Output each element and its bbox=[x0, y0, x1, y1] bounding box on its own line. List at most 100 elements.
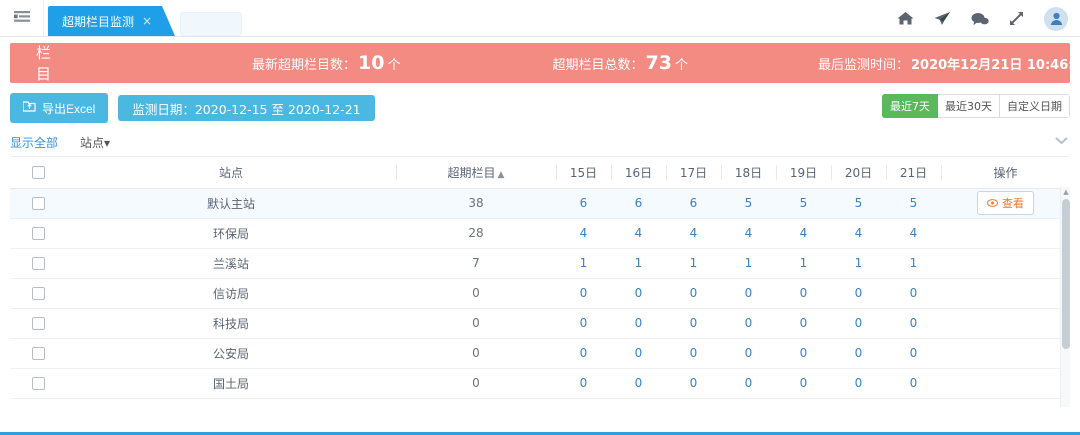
cell-day-18[interactable]: 0 bbox=[721, 308, 776, 339]
cell-day-16[interactable]: 0 bbox=[611, 308, 666, 339]
cell-day-19[interactable]: 4 bbox=[776, 218, 831, 249]
cell-day-20[interactable]: 1 bbox=[831, 248, 886, 279]
menu-toggle-icon[interactable] bbox=[0, 0, 44, 36]
cell-day-15[interactable]: 0 bbox=[556, 398, 611, 407]
cell-day-18[interactable]: 5 bbox=[721, 188, 776, 219]
cell-day-21[interactable]: 0 bbox=[886, 368, 941, 399]
row-checkbox[interactable] bbox=[31, 317, 45, 330]
cell-day-17[interactable]: 0 bbox=[666, 338, 721, 369]
row-checkbox[interactable] bbox=[31, 257, 45, 270]
cell-day-19[interactable]: 0 bbox=[776, 338, 831, 369]
cell-day-16[interactable]: 0 bbox=[611, 398, 666, 407]
row-checkbox[interactable] bbox=[31, 197, 45, 210]
cell-day-16[interactable]: 1 bbox=[611, 248, 666, 279]
row-checkbox[interactable] bbox=[31, 227, 45, 240]
table-row[interactable]: 科技局 0 0 0 0 0 0 0 0 bbox=[10, 308, 1070, 339]
cell-day-17[interactable]: 1 bbox=[666, 248, 721, 279]
cell-day-17[interactable]: 0 bbox=[666, 308, 721, 339]
row-checkbox[interactable] bbox=[31, 377, 45, 390]
table-header: 站点 超期栏目 ▲ 15日 16日 17日 18日 19日 20日 21日 操作 bbox=[10, 157, 1070, 189]
cell-day-20[interactable]: 0 bbox=[831, 278, 886, 309]
scroll-up-arrow-icon[interactable]: ▲ bbox=[1063, 188, 1069, 196]
table-row[interactable]: 兰溪站 7 1 1 1 1 1 1 1 bbox=[10, 248, 1070, 279]
cell-day-15[interactable]: 6 bbox=[556, 188, 611, 219]
cell-day-19[interactable]: 0 bbox=[776, 278, 831, 309]
tab-overdue-column-monitor[interactable]: 超期栏目监测 × bbox=[48, 6, 176, 36]
cell-day-15[interactable]: 4 bbox=[556, 218, 611, 249]
cell-day-15[interactable]: 1 bbox=[556, 248, 611, 279]
table-row[interactable]: 信访局 0 0 0 0 0 0 0 0 bbox=[10, 278, 1070, 309]
cell-action bbox=[941, 248, 1070, 279]
export-excel-button[interactable]: 导出Excel bbox=[10, 93, 109, 123]
home-icon[interactable] bbox=[897, 11, 914, 26]
sort-arrow-icon[interactable]: ▲ bbox=[497, 169, 505, 180]
cell-day-16[interactable]: 6 bbox=[611, 188, 666, 219]
cell-day-21[interactable]: 1 bbox=[886, 248, 941, 279]
user-avatar-icon[interactable] bbox=[1044, 6, 1068, 31]
table-row[interactable]: 国资局00000000 bbox=[10, 398, 1070, 407]
cell-day-18[interactable]: 0 bbox=[721, 338, 776, 369]
cell-day-20[interactable]: 0 bbox=[831, 368, 886, 399]
cell-day-21[interactable]: 0 bbox=[886, 338, 941, 369]
cell-day-17[interactable]: 0 bbox=[666, 368, 721, 399]
cell-day-20[interactable]: 0 bbox=[831, 308, 886, 339]
cell-day-20[interactable]: 0 bbox=[831, 398, 886, 407]
cell-site-name: 默认主站 bbox=[66, 188, 396, 219]
message-icon[interactable] bbox=[971, 12, 989, 26]
cell-day-19[interactable]: 5 bbox=[776, 188, 831, 219]
table-row[interactable]: 默认主站 38 6 6 6 5 5 5 5 查看 bbox=[10, 188, 1070, 219]
cell-day-16[interactable]: 4 bbox=[611, 218, 666, 249]
cell-day-18[interactable]: 4 bbox=[721, 218, 776, 249]
cell-day-17[interactable]: 6 bbox=[666, 188, 721, 219]
cell-day-15[interactable]: 0 bbox=[556, 368, 611, 399]
cell-day-15[interactable]: 0 bbox=[556, 278, 611, 309]
cell-day-20[interactable]: 4 bbox=[831, 218, 886, 249]
cell-day-17[interactable]: 0 bbox=[666, 398, 721, 407]
range-last-7-days[interactable]: 最近7天 bbox=[882, 94, 938, 118]
row-checkbox[interactable] bbox=[31, 287, 45, 300]
cell-day-20[interactable]: 0 bbox=[831, 338, 886, 369]
tab-close-icon[interactable]: × bbox=[142, 14, 153, 28]
view-button-label: 查看 bbox=[1002, 197, 1024, 210]
cell-day-15[interactable]: 0 bbox=[556, 338, 611, 369]
row-checkbox[interactable] bbox=[31, 347, 45, 360]
cell-day-18[interactable]: 0 bbox=[721, 278, 776, 309]
cell-day-17[interactable]: 0 bbox=[666, 278, 721, 309]
send-icon[interactable] bbox=[934, 11, 951, 26]
range-last-30-days[interactable]: 最近30天 bbox=[938, 94, 1000, 118]
overdue-table-container: 站点 超期栏目 ▲ 15日 16日 17日 18日 19日 20日 21日 操作 … bbox=[10, 157, 1070, 407]
fullscreen-icon[interactable] bbox=[1009, 11, 1024, 26]
select-all-checkbox[interactable] bbox=[31, 166, 45, 180]
cell-day-19[interactable]: 1 bbox=[776, 248, 831, 279]
cell-day-16[interactable]: 0 bbox=[611, 368, 666, 399]
site-filter-dropdown[interactable]: 站点▾ bbox=[80, 134, 110, 151]
show-all-link[interactable]: 显示全部 bbox=[10, 136, 59, 150]
cell-day-19[interactable]: 0 bbox=[776, 308, 831, 339]
cell-day-16[interactable]: 0 bbox=[611, 278, 666, 309]
cell-day-15[interactable]: 0 bbox=[556, 308, 611, 339]
cell-day-18[interactable]: 1 bbox=[721, 248, 776, 279]
cell-day-21[interactable]: 0 bbox=[886, 308, 941, 339]
cell-day-20[interactable]: 5 bbox=[831, 188, 886, 219]
table-row[interactable]: 国土局 0 0 0 0 0 0 0 0 bbox=[10, 368, 1070, 399]
monitor-date-range[interactable]: 监测日期：2020-12-15 至 2020-12-21 bbox=[118, 95, 375, 121]
cell-day-18[interactable]: 0 bbox=[721, 398, 776, 407]
scroll-thumb[interactable] bbox=[1062, 199, 1070, 349]
cell-day-21[interactable]: 0 bbox=[886, 278, 941, 309]
header-site: 站点 bbox=[66, 157, 396, 189]
table-scrollbar[interactable]: ▲ bbox=[1060, 187, 1070, 407]
cell-day-17[interactable]: 4 bbox=[666, 218, 721, 249]
header-overdue-columns[interactable]: 超期栏目 ▲ bbox=[396, 157, 556, 189]
cell-day-18[interactable]: 0 bbox=[721, 368, 776, 399]
cell-day-21[interactable]: 5 bbox=[886, 188, 941, 219]
cell-day-19[interactable]: 0 bbox=[776, 368, 831, 399]
cell-day-21[interactable]: 4 bbox=[886, 218, 941, 249]
cell-day-19[interactable]: 0 bbox=[776, 398, 831, 407]
cell-day-21[interactable]: 0 bbox=[886, 398, 941, 407]
collapse-panel-chevron-down-icon[interactable] bbox=[1055, 135, 1068, 147]
table-row[interactable]: 公安局 0 0 0 0 0 0 0 0 bbox=[10, 338, 1070, 369]
cell-day-16[interactable]: 0 bbox=[611, 338, 666, 369]
range-custom-date[interactable]: 自定义日期 bbox=[1000, 94, 1070, 118]
view-button[interactable]: 查看 bbox=[977, 191, 1034, 215]
table-row[interactable]: 环保局 28 4 4 4 4 4 4 4 bbox=[10, 218, 1070, 249]
